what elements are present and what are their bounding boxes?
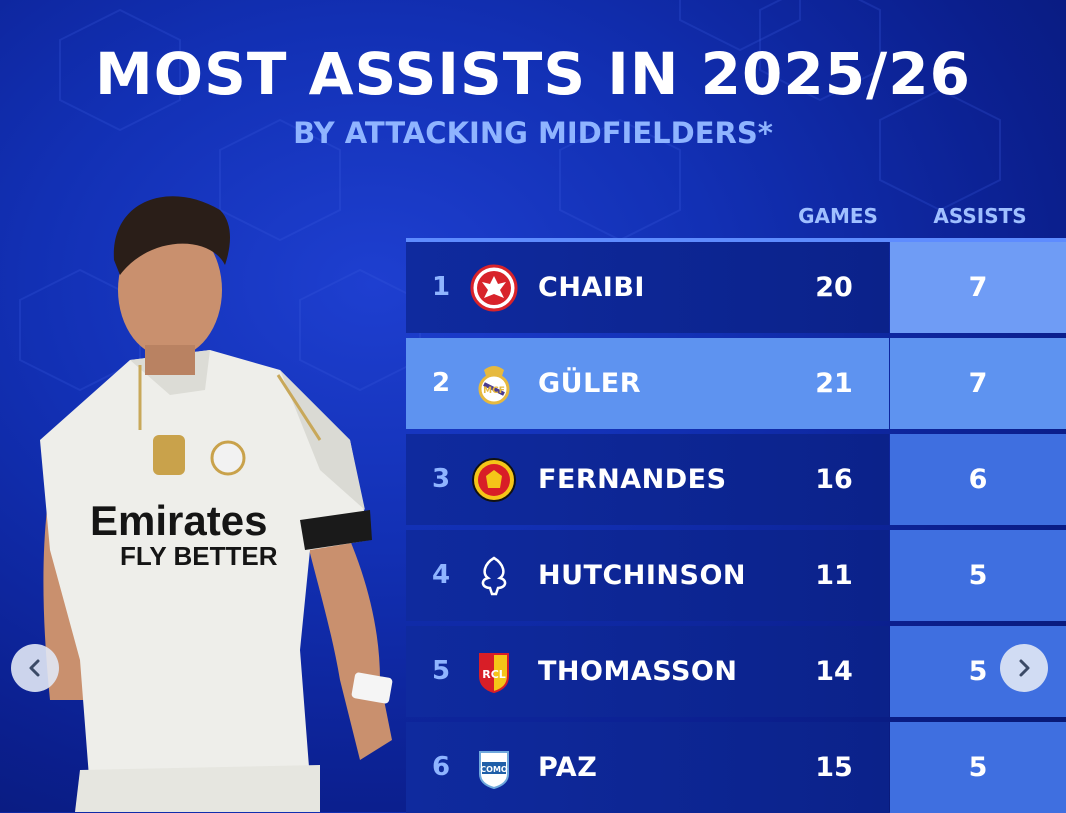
assists-value: 7 bbox=[968, 368, 988, 399]
como-crest-icon: COMO bbox=[479, 751, 509, 790]
games-value: 11 bbox=[815, 560, 853, 591]
player-name: HUTCHINSON bbox=[538, 560, 746, 591]
player-name: CHAIBI bbox=[538, 272, 645, 303]
svg-text:RCL: RCL bbox=[482, 668, 506, 681]
rc-lens-crest-icon: RCL bbox=[479, 653, 509, 694]
page-subtitle: BY ATTACKING MIDFIELDERS* bbox=[293, 116, 773, 150]
assists-value: 7 bbox=[968, 272, 988, 303]
rank: 2 bbox=[432, 368, 451, 398]
games-value: 21 bbox=[815, 368, 853, 399]
player-name: GÜLER bbox=[538, 368, 642, 399]
table-row: 4 HUTCHINSON 11 5 bbox=[406, 530, 1066, 621]
player-photo: Emirates FLY BETTER bbox=[40, 196, 393, 812]
rank: 3 bbox=[432, 464, 451, 494]
svg-text:COMO: COMO bbox=[480, 765, 508, 774]
games-value: 16 bbox=[815, 464, 853, 495]
svg-text:Emirates: Emirates bbox=[90, 497, 267, 544]
rank: 5 bbox=[432, 656, 451, 686]
player-name: FERNANDES bbox=[538, 464, 727, 495]
games-value: 20 bbox=[815, 272, 853, 303]
page-title: MOST ASSISTS IN 2025/26 bbox=[95, 40, 971, 108]
assists-value: 6 bbox=[968, 464, 988, 495]
rank: 1 bbox=[432, 272, 451, 302]
table-row: 3 FERNANDES 16 6 bbox=[406, 434, 1066, 525]
chevron-left-icon bbox=[29, 659, 40, 677]
games-value: 14 bbox=[815, 656, 853, 687]
player-name: PAZ bbox=[538, 752, 598, 783]
rank: 6 bbox=[432, 752, 451, 782]
svg-text:FLY BETTER: FLY BETTER bbox=[120, 541, 278, 571]
nottingham-forest-crest-icon bbox=[481, 556, 507, 596]
assists-value: 5 bbox=[968, 752, 988, 783]
games-value: 15 bbox=[815, 752, 853, 783]
table-row: 6 COMO PAZ 15 5 bbox=[406, 722, 1066, 813]
manchester-united-crest-icon bbox=[472, 458, 516, 502]
carousel-next-button[interactable] bbox=[1000, 644, 1048, 692]
games-column-header: GAMES bbox=[798, 204, 878, 228]
table-row: 2 MCF GÜLER 21 7 bbox=[406, 338, 1066, 429]
svg-text:MCF: MCF bbox=[483, 386, 505, 396]
assists-column-header: ASSISTS bbox=[933, 204, 1027, 228]
chevron-right-icon bbox=[1019, 659, 1030, 677]
table-row: 5 RCL THOMASSON 14 5 bbox=[406, 626, 1066, 717]
table-row: 1 CHAIBI 20 7 bbox=[406, 242, 1066, 333]
table-top-line bbox=[406, 238, 1066, 242]
rank: 4 bbox=[432, 560, 451, 590]
assists-value: 5 bbox=[968, 560, 988, 591]
carousel-prev-button[interactable] bbox=[11, 644, 59, 692]
assists-value: 5 bbox=[968, 656, 988, 687]
player-name: THOMASSON bbox=[538, 656, 738, 687]
eintracht-frankfurt-crest-icon bbox=[470, 264, 518, 312]
real-madrid-crest-icon: MCF bbox=[478, 366, 510, 405]
